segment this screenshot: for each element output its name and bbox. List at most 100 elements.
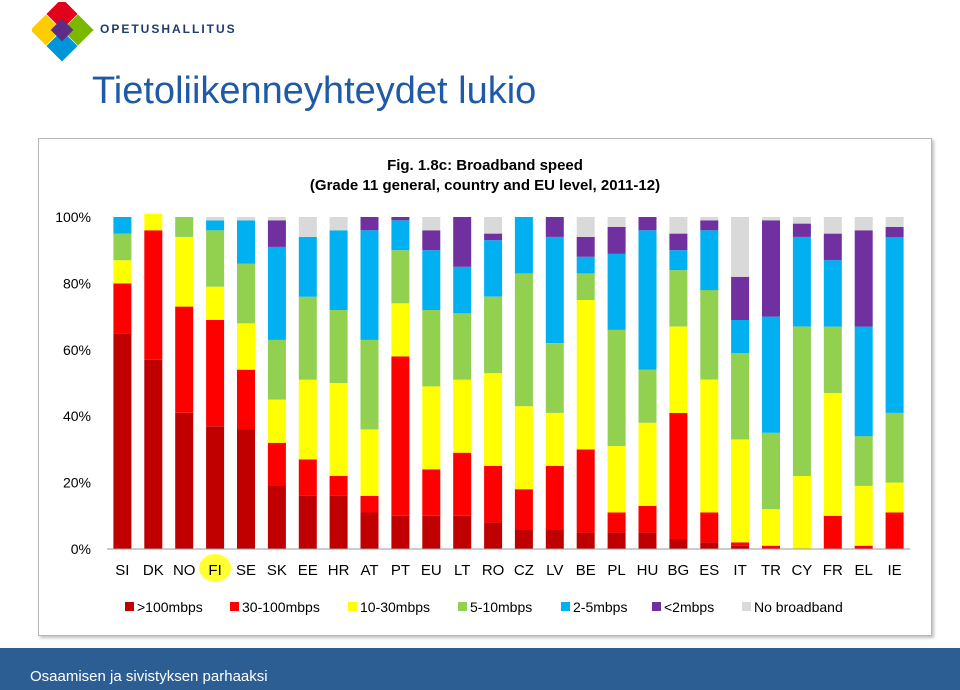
bar-segment-el-4: [854, 326, 873, 437]
x-tick-label: SI: [115, 562, 129, 579]
x-tick-label: DK: [143, 562, 164, 579]
chart-subtitle: (Grade 11 general, country and EU level,…: [310, 177, 660, 194]
bar-segment-bg-0: [669, 539, 688, 549]
bar-segment-sk-3: [267, 339, 286, 400]
bar-segment-ro-0: [484, 522, 503, 549]
bar-segment-cz-4: [514, 217, 533, 274]
bar-segment-fr-2: [823, 393, 842, 516]
x-tick-label: CZ: [514, 562, 534, 579]
bar-segment-lv-5: [545, 217, 564, 237]
bar-segment-cz-0: [514, 529, 533, 549]
bar-segment-at-4: [360, 230, 379, 340]
bar-segment-lv-0: [545, 529, 564, 549]
bar-segment-lt-1: [453, 452, 472, 516]
bar-segment-sk-5: [267, 220, 286, 247]
legend-label: 10-30mbps: [360, 599, 430, 615]
x-tick-label: FI: [208, 562, 221, 579]
bar-segment-pl-6: [607, 217, 626, 227]
bar-segment-ro-1: [484, 466, 503, 523]
legend-swatch: [652, 602, 661, 611]
x-tick-label: EU: [421, 562, 442, 579]
bar-segment-ee-6: [298, 217, 317, 237]
bar-segment-be-6: [576, 217, 595, 237]
bar-segment-tr-5: [762, 220, 780, 317]
bar-segment-fi-1: [206, 319, 225, 427]
x-tick-label: LV: [546, 562, 563, 579]
bar-segment-pl-1: [607, 512, 626, 533]
bar-segment-lt-4: [453, 266, 472, 314]
bar-segment-fi-3: [206, 230, 225, 287]
bar-segment-cy-4: [792, 236, 811, 327]
legend-swatch: [230, 602, 239, 611]
bar-segment-it-5: [731, 276, 750, 320]
bar-segment-el-5: [854, 230, 873, 327]
bar-segment-bg-3: [669, 270, 688, 327]
bar-segment-pl-0: [607, 532, 626, 549]
bar-segment-ie-5: [885, 227, 904, 237]
bar-segment-bg-1: [669, 412, 688, 540]
bar-segment-it-3: [731, 353, 750, 440]
legend-swatch: [742, 602, 751, 611]
bar-segment-pt-5: [391, 217, 410, 221]
bar-segment-hu-3: [638, 369, 657, 423]
bar-segment-ee-2: [298, 379, 317, 460]
bar-segment-lv-4: [545, 236, 564, 344]
x-tick-label: CY: [791, 562, 812, 579]
bar-segment-cy-5: [792, 223, 811, 237]
bar-segment-lv-2: [545, 412, 564, 466]
opetushallitus-logo: [32, 2, 94, 62]
bar-segment-no-0: [175, 412, 194, 549]
bar-segment-ee-3: [298, 296, 317, 380]
legend-label: No broadband: [754, 599, 843, 615]
x-tick-label: BG: [668, 562, 690, 579]
y-tick-label: 40%: [63, 408, 91, 424]
bar-segment-be-4: [576, 256, 595, 274]
bar-segment-fr-4: [823, 260, 842, 327]
highlight-marker: [199, 554, 232, 582]
bar-segment-si-1: [113, 283, 132, 334]
bar-segment-fr-5: [823, 233, 842, 261]
bar-segment-ie-6: [885, 217, 904, 227]
bar-segment-it-0: [731, 545, 750, 549]
bar-segment-cz-1: [514, 489, 533, 529]
bar-segment-si-0: [113, 333, 132, 549]
bar-segment-se-6: [237, 217, 255, 221]
bar-segment-lt-5: [453, 217, 472, 267]
bar-segment-es-2: [700, 379, 719, 513]
bar-segment-cz-2: [514, 406, 533, 490]
bar-segment-se-3: [237, 263, 255, 324]
bar-segment-sk-1: [267, 442, 286, 486]
bar-segment-cz-3: [514, 273, 533, 407]
bar-segment-eu-1: [422, 469, 441, 516]
bar-segment-bg-4: [669, 250, 688, 271]
bar-segment-ee-4: [298, 236, 317, 297]
x-tick-label: RO: [482, 562, 505, 579]
bar-segment-si-3: [113, 233, 132, 261]
bar-segment-es-0: [700, 542, 719, 549]
bar-segment-cy-6: [792, 217, 811, 224]
bar-segment-dk-2: [144, 213, 163, 231]
bar-segment-ie-2: [885, 482, 904, 513]
y-tick-label: 100%: [55, 209, 91, 225]
chart-title: Fig. 1.8c: Broadband speed: [387, 157, 583, 174]
bar-segment-es-1: [700, 512, 719, 543]
bar-segment-es-5: [700, 220, 719, 231]
x-tick-label: IE: [888, 562, 902, 579]
bar-segment-pt-4: [391, 220, 410, 251]
bar-segment-ie-4: [885, 236, 904, 413]
bar-segment-hu-1: [638, 505, 657, 533]
bar-segment-pt-1: [391, 356, 410, 516]
bar-segment-at-1: [360, 495, 379, 513]
x-tick-label: HR: [328, 562, 350, 579]
bar-segment-el-2: [854, 485, 873, 546]
bar-segment-hu-2: [638, 422, 657, 506]
legend-swatch: [561, 602, 570, 611]
bar-segment-at-5: [360, 217, 379, 231]
bar-segment-lv-3: [545, 343, 564, 413]
bar-segment-fr-6: [823, 217, 842, 234]
bar-segment-eu-3: [422, 310, 441, 387]
bar-segment-se-4: [237, 220, 255, 264]
bar-segment-hr-6: [329, 217, 348, 231]
bar-segment-tr-4: [762, 316, 780, 433]
